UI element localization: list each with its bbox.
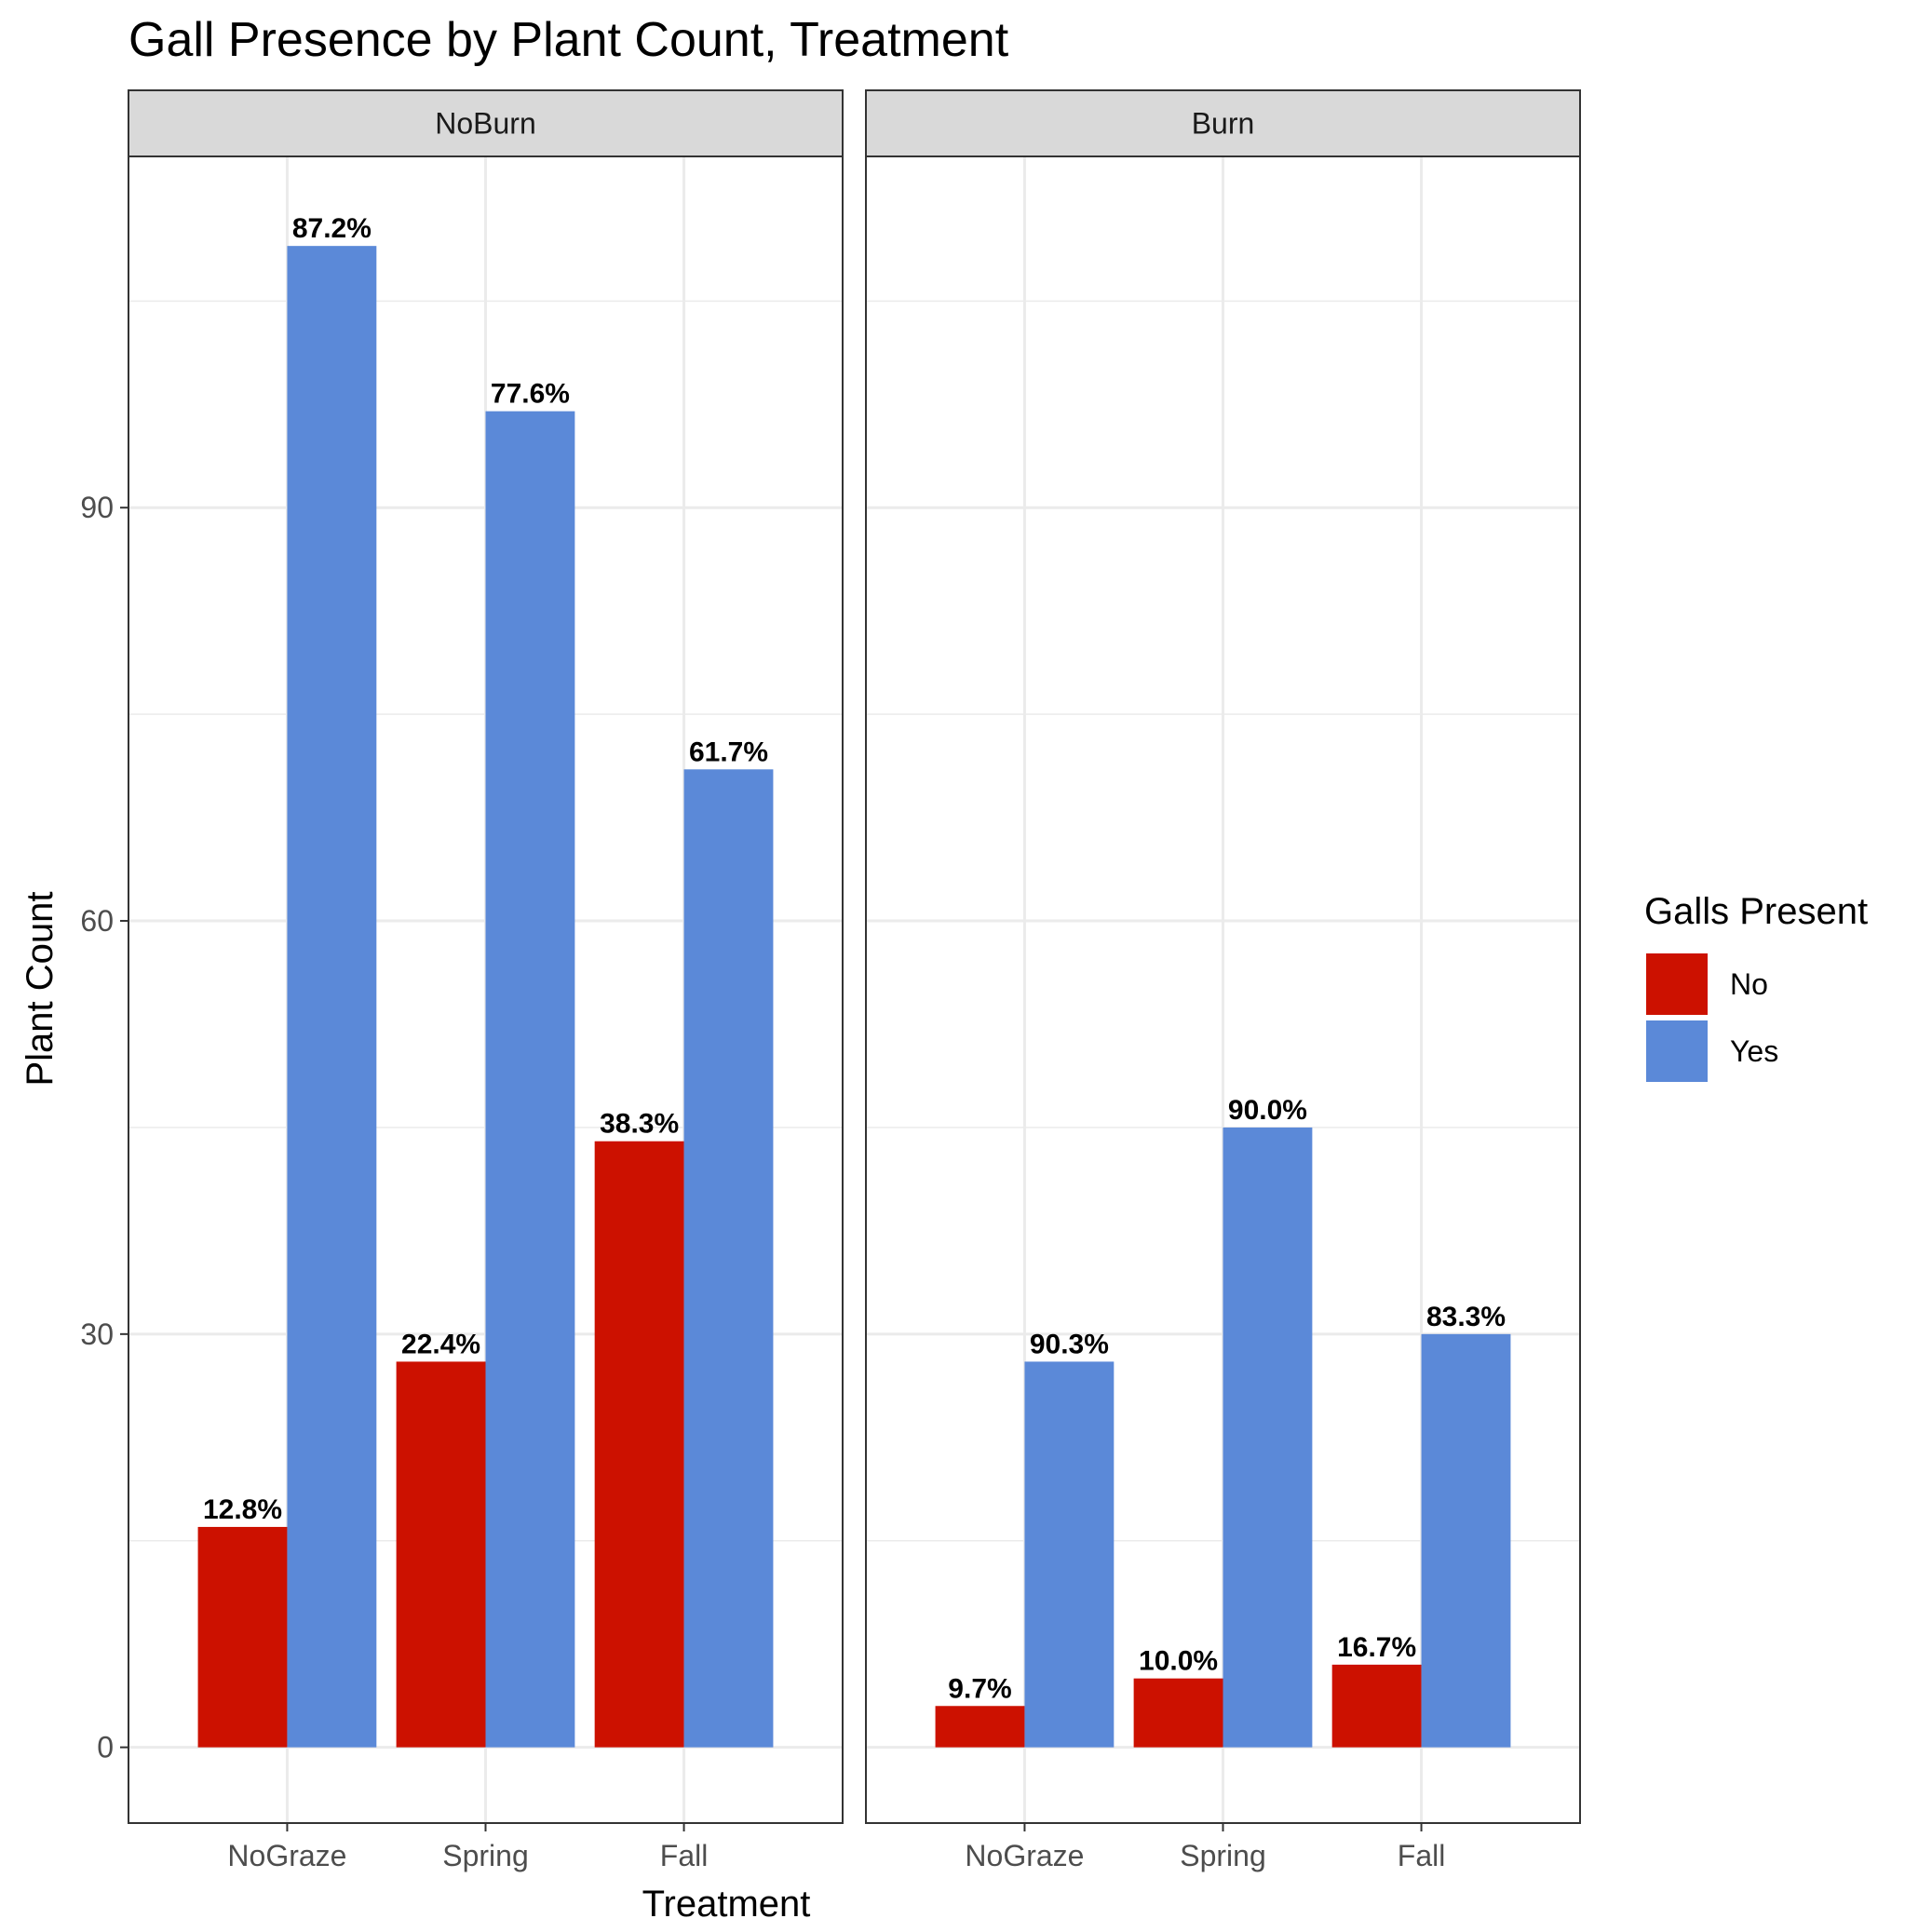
bar-data-label: 12.8% [203, 1494, 282, 1525]
bar-burn-fall-no [1331, 1664, 1422, 1748]
bar-burn-spring-no [1133, 1678, 1223, 1748]
bar-data-label: 10.0% [1139, 1646, 1218, 1677]
x-tick-label: Spring [1180, 1839, 1266, 1872]
bar-data-label: 16.7% [1337, 1632, 1416, 1663]
bar-noburn-nograze-no [197, 1526, 288, 1748]
bar-noburn-fall-yes [683, 769, 774, 1748]
bar-burn-nograze-no [935, 1706, 1025, 1748]
bar-data-label: 61.7% [689, 736, 768, 767]
bar-burn-fall-yes [1421, 1333, 1511, 1748]
x-tick-label: NoGraze [227, 1839, 346, 1872]
bar-noburn-fall-no [594, 1141, 684, 1748]
x-tick-label: NoGraze [965, 1839, 1084, 1872]
facet-strip [865, 89, 1581, 157]
facet-strip [128, 89, 844, 157]
bar-burn-nograze-yes [1024, 1361, 1115, 1748]
legend: Galls Present No Yes [1644, 891, 1868, 1082]
facet-panels: NoBurn 12.8% 22.4% 38.3% 87.2% 77.6% 61.7% NoGr… [128, 89, 1581, 1872]
x-axis-title: Treatment [642, 1884, 811, 1925]
x-tick-label: Spring [442, 1839, 529, 1872]
facet-strip-label: NoBurn [435, 107, 536, 141]
bar-data-label: 77.6% [491, 379, 570, 410]
bar-noburn-spring-no [396, 1361, 486, 1748]
chart-title: Gall Presence by Plant Count, Treatment [128, 13, 1009, 67]
y-tick-label: 60 [80, 904, 114, 938]
y-axis-title: Plant Count [20, 891, 61, 1086]
legend-label-no: No [1730, 967, 1768, 1001]
bar-noburn-nograze-yes [287, 246, 377, 1748]
bar-data-label: 83.3% [1426, 1302, 1506, 1332]
bar-data-label: 22.4% [401, 1329, 480, 1359]
y-tick-label: 0 [97, 1731, 114, 1764]
y-tick-label: 90 [80, 491, 114, 524]
bar-noburn-spring-yes [485, 411, 575, 1748]
legend-title: Galls Present [1644, 891, 1868, 932]
bar-data-label: 90.0% [1228, 1095, 1307, 1126]
bar-data-label: 38.3% [600, 1109, 679, 1140]
facet-panel-burn: Burn 9.7% 10.0% 16.7% 90.3% 90.0% 83.3% NoGraze… [865, 89, 1581, 1872]
facet-strip-label: Burn [1192, 107, 1255, 141]
x-tick-label: Fall [1398, 1839, 1446, 1872]
x-tick-label: Fall [660, 1839, 709, 1872]
legend-key-no [1646, 953, 1708, 1015]
bar-data-label: 9.7% [948, 1673, 1011, 1704]
y-axis: 0 30 60 90 [80, 491, 128, 1764]
legend-label-yes: Yes [1730, 1034, 1778, 1068]
bar-data-label: 90.3% [1030, 1329, 1109, 1359]
legend-key-yes [1646, 1020, 1708, 1082]
y-tick-label: 30 [80, 1317, 114, 1351]
bar-burn-spring-yes [1223, 1127, 1313, 1748]
bar-data-label: 87.2% [292, 213, 372, 244]
facet-panel-noburn: NoBurn 12.8% 22.4% 38.3% 87.2% 77.6% 61.7% NoGr… [128, 89, 844, 1872]
